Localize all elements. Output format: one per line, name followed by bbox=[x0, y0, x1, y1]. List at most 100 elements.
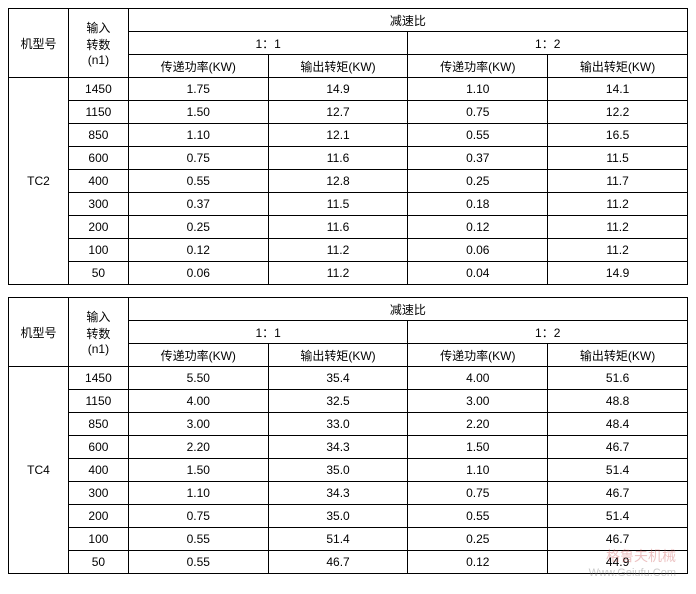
cell-p1: 0.37 bbox=[128, 193, 268, 216]
model-cell: TC4 bbox=[9, 367, 69, 574]
cell-p1: 0.55 bbox=[128, 170, 268, 193]
cell-p2: 0.37 bbox=[408, 147, 548, 170]
table-row: 4001.5035.01.1051.4 bbox=[9, 459, 688, 482]
header-model: 机型号 bbox=[9, 298, 69, 367]
cell-t1: 11.5 bbox=[268, 193, 408, 216]
cell-p2: 0.18 bbox=[408, 193, 548, 216]
cell-p2: 2.20 bbox=[408, 413, 548, 436]
cell-rpm: 200 bbox=[68, 505, 128, 528]
table-row: TC414505.5035.44.0051.6 bbox=[9, 367, 688, 390]
header-model: 机型号 bbox=[9, 9, 69, 78]
cell-p2: 1.10 bbox=[408, 459, 548, 482]
cell-p1: 3.00 bbox=[128, 413, 268, 436]
cell-t2: 14.1 bbox=[548, 78, 688, 101]
cell-rpm: 1150 bbox=[68, 390, 128, 413]
header-sub-0: 传递功率(KW) bbox=[128, 344, 268, 367]
cell-p2: 0.75 bbox=[408, 482, 548, 505]
cell-t1: 12.1 bbox=[268, 124, 408, 147]
header-rpm: 输入转数(n1) bbox=[68, 9, 128, 78]
cell-p2: 0.04 bbox=[408, 262, 548, 285]
cell-rpm: 1450 bbox=[68, 367, 128, 390]
header-sub-3: 输出转矩(KW) bbox=[548, 344, 688, 367]
header-sub-0: 传递功率(KW) bbox=[128, 55, 268, 78]
cell-rpm: 1150 bbox=[68, 101, 128, 124]
cell-p1: 0.06 bbox=[128, 262, 268, 285]
cell-rpm: 400 bbox=[68, 459, 128, 482]
cell-t1: 46.7 bbox=[268, 551, 408, 574]
cell-t1: 32.5 bbox=[268, 390, 408, 413]
cell-p1: 0.55 bbox=[128, 528, 268, 551]
table-row: 500.0611.20.0414.9 bbox=[9, 262, 688, 285]
cell-p2: 3.00 bbox=[408, 390, 548, 413]
table-row: 1000.5551.40.2546.7 bbox=[9, 528, 688, 551]
model-cell: TC2 bbox=[9, 78, 69, 285]
cell-p1: 2.20 bbox=[128, 436, 268, 459]
header-ratio-group: 减速比 bbox=[128, 298, 687, 321]
cell-p1: 5.50 bbox=[128, 367, 268, 390]
cell-p1: 0.75 bbox=[128, 505, 268, 528]
header-ratio-11: 1：1 bbox=[128, 32, 408, 55]
cell-t2: 51.6 bbox=[548, 367, 688, 390]
cell-t2: 11.2 bbox=[548, 239, 688, 262]
table-row: 4000.5512.80.2511.7 bbox=[9, 170, 688, 193]
table-row: 500.5546.70.1244.9 bbox=[9, 551, 688, 574]
header-rpm: 输入转数(n1) bbox=[68, 298, 128, 367]
cell-t1: 51.4 bbox=[268, 528, 408, 551]
table-row: 8503.0033.02.2048.4 bbox=[9, 413, 688, 436]
cell-t2: 46.7 bbox=[548, 482, 688, 505]
cell-p1: 1.50 bbox=[128, 101, 268, 124]
cell-t1: 35.0 bbox=[268, 459, 408, 482]
cell-p2: 1.50 bbox=[408, 436, 548, 459]
cell-t2: 16.5 bbox=[548, 124, 688, 147]
cell-rpm: 300 bbox=[68, 193, 128, 216]
header-ratio-12: 1：2 bbox=[408, 321, 688, 344]
cell-t2: 11.2 bbox=[548, 216, 688, 239]
table-row: 6002.2034.31.5046.7 bbox=[9, 436, 688, 459]
cell-p2: 0.12 bbox=[408, 551, 548, 574]
cell-p2: 4.00 bbox=[408, 367, 548, 390]
cell-p1: 1.10 bbox=[128, 482, 268, 505]
table-row: 8501.1012.10.5516.5 bbox=[9, 124, 688, 147]
cell-t1: 12.8 bbox=[268, 170, 408, 193]
cell-p2: 0.55 bbox=[408, 124, 548, 147]
cell-t1: 35.0 bbox=[268, 505, 408, 528]
cell-t2: 48.4 bbox=[548, 413, 688, 436]
table-row: 2000.7535.00.5551.4 bbox=[9, 505, 688, 528]
spec-table-1: 机型号输入转数(n1)减速比1：11：2传递功率(KW)输出转矩(KW)传递功率… bbox=[8, 297, 688, 574]
cell-rpm: 100 bbox=[68, 239, 128, 262]
cell-t1: 11.6 bbox=[268, 216, 408, 239]
cell-p1: 4.00 bbox=[128, 390, 268, 413]
cell-t1: 35.4 bbox=[268, 367, 408, 390]
cell-t2: 11.5 bbox=[548, 147, 688, 170]
cell-t1: 11.2 bbox=[268, 262, 408, 285]
cell-rpm: 100 bbox=[68, 528, 128, 551]
header-sub-2: 传递功率(KW) bbox=[408, 55, 548, 78]
header-sub-3: 输出转矩(KW) bbox=[548, 55, 688, 78]
cell-t1: 11.2 bbox=[268, 239, 408, 262]
cell-p1: 0.25 bbox=[128, 216, 268, 239]
cell-p1: 0.75 bbox=[128, 147, 268, 170]
cell-rpm: 200 bbox=[68, 216, 128, 239]
table-row: 11504.0032.53.0048.8 bbox=[9, 390, 688, 413]
cell-rpm: 850 bbox=[68, 124, 128, 147]
cell-t2: 11.2 bbox=[548, 193, 688, 216]
cell-p1: 0.55 bbox=[128, 551, 268, 574]
table-row: TC214501.7514.91.1014.1 bbox=[9, 78, 688, 101]
tables-container: 机型号输入转数(n1)减速比1：11：2传递功率(KW)输出转矩(KW)传递功率… bbox=[8, 8, 688, 574]
cell-p2: 0.12 bbox=[408, 216, 548, 239]
cell-t1: 11.6 bbox=[268, 147, 408, 170]
cell-p2: 1.10 bbox=[408, 78, 548, 101]
cell-rpm: 600 bbox=[68, 436, 128, 459]
cell-t2: 44.9 bbox=[548, 551, 688, 574]
cell-rpm: 1450 bbox=[68, 78, 128, 101]
cell-t2: 14.9 bbox=[548, 262, 688, 285]
cell-t2: 46.7 bbox=[548, 436, 688, 459]
cell-p1: 1.10 bbox=[128, 124, 268, 147]
cell-p2: 0.25 bbox=[408, 170, 548, 193]
table-row: 11501.5012.70.7512.2 bbox=[9, 101, 688, 124]
cell-t2: 51.4 bbox=[548, 505, 688, 528]
table-row: 3000.3711.50.1811.2 bbox=[9, 193, 688, 216]
cell-p2: 0.25 bbox=[408, 528, 548, 551]
cell-rpm: 50 bbox=[68, 551, 128, 574]
table-row: 1000.1211.20.0611.2 bbox=[9, 239, 688, 262]
